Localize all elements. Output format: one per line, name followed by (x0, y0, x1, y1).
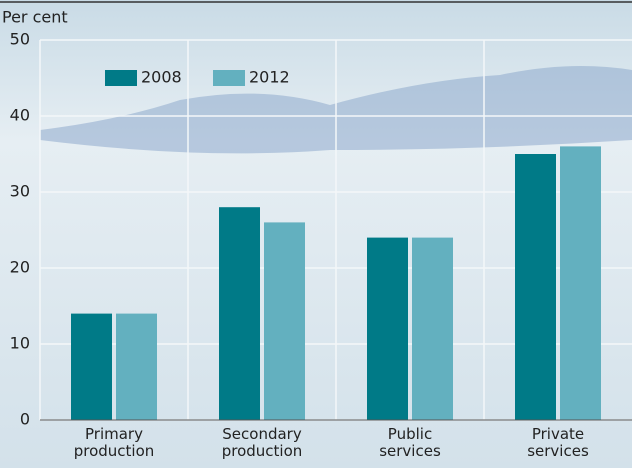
y-tick-label: 10 (10, 334, 30, 353)
x-tick-label: Public services (379, 425, 441, 460)
bar (367, 237, 408, 420)
bar (264, 222, 305, 420)
x-tick-label: Private services (527, 425, 589, 460)
x-tick-label: Secondary production (221, 425, 303, 460)
legend-swatch (213, 70, 245, 86)
y-axis-label: Per cent (2, 8, 68, 27)
bar (412, 237, 453, 420)
legend-swatch (105, 70, 137, 86)
bar (71, 313, 112, 420)
y-tick-label: 0 (20, 410, 30, 429)
bar (116, 313, 157, 420)
legend-label: 2012 (249, 68, 290, 87)
x-tick-label: Primary production (73, 425, 155, 460)
y-tick-label: 50 (10, 30, 30, 49)
bar (515, 154, 556, 420)
legend-label: 2008 (141, 68, 182, 87)
y-tick-label: 30 (10, 182, 30, 201)
y-tick-label: 20 (10, 258, 30, 277)
y-tick-label: 40 (10, 106, 30, 125)
bar (560, 146, 601, 420)
bar (219, 207, 260, 420)
